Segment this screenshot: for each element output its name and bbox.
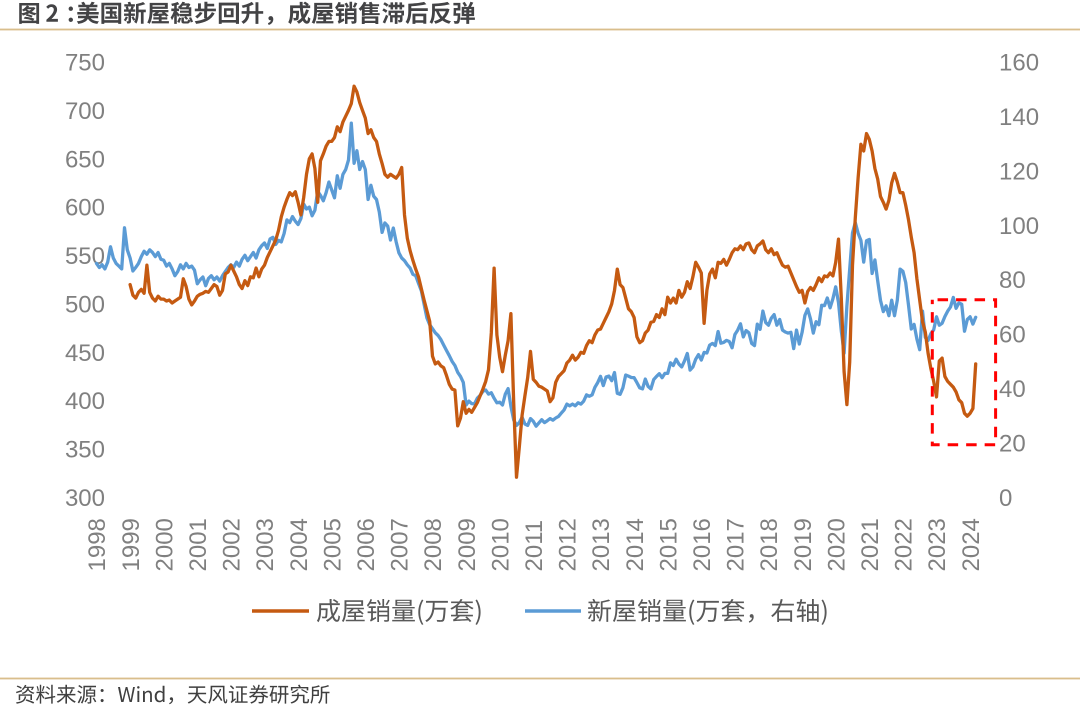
svg-text:400: 400 [65,388,105,415]
svg-text:350: 350 [65,437,105,464]
svg-text:2017: 2017 [723,518,750,571]
svg-text:2003: 2003 [252,518,279,571]
svg-text:2015: 2015 [655,518,682,571]
svg-text:450: 450 [65,340,105,367]
svg-text:2018: 2018 [756,518,783,571]
svg-text:2016: 2016 [689,518,716,571]
svg-text:2001: 2001 [185,518,212,571]
svg-text:2010: 2010 [487,518,514,571]
svg-text:100: 100 [999,213,1039,240]
svg-text:1998: 1998 [84,518,111,571]
svg-text:750: 750 [65,50,105,77]
svg-text:650: 650 [65,146,105,173]
svg-text:40: 40 [999,376,1026,403]
svg-text:2009: 2009 [454,518,481,571]
svg-text:160: 160 [999,50,1039,77]
svg-text:2013: 2013 [588,518,615,571]
svg-text:2020: 2020 [823,518,850,571]
svg-text:2023: 2023 [924,518,951,571]
svg-text:2004: 2004 [286,518,313,571]
svg-text:2008: 2008 [420,518,447,571]
svg-text:2024: 2024 [958,518,985,571]
svg-text:600: 600 [65,195,105,222]
svg-text:2011: 2011 [521,520,548,572]
svg-text:700: 700 [65,98,105,125]
svg-text:2000: 2000 [151,518,178,571]
svg-text:2002: 2002 [219,518,246,571]
svg-text:0: 0 [999,485,1012,512]
svg-text:20: 20 [999,431,1026,458]
svg-text:500: 500 [65,291,105,318]
svg-text:2021: 2021 [857,518,884,571]
svg-text:120: 120 [999,158,1039,185]
svg-text:300: 300 [65,485,105,512]
svg-text:2006: 2006 [353,518,380,571]
svg-text:2012: 2012 [555,518,582,571]
svg-text:2022: 2022 [891,518,918,571]
svg-text:140: 140 [999,104,1039,131]
svg-text:1999: 1999 [118,518,145,571]
svg-text:80: 80 [999,267,1026,294]
svg-text:2019: 2019 [790,518,817,571]
svg-text:60: 60 [999,322,1026,349]
svg-text:2005: 2005 [319,518,346,571]
svg-text:2007: 2007 [387,518,414,571]
svg-text:2014: 2014 [622,518,649,571]
